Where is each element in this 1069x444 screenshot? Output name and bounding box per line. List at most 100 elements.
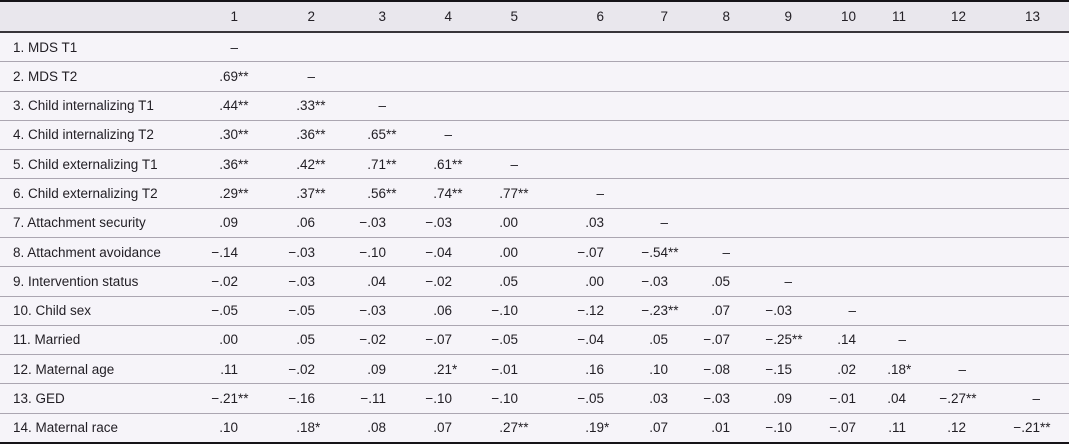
correlation-cell: [616, 119, 680, 150]
correlation-value: .56: [367, 186, 386, 202]
correlation-value: .09: [367, 361, 386, 377]
column-header: 13: [978, 1, 1069, 33]
correlation-value: –: [1032, 391, 1040, 407]
correlation-cell: [742, 207, 804, 238]
correlation-cell: .08: [327, 412, 398, 443]
correlation-cell: [868, 295, 918, 326]
correlation-cell: [804, 61, 868, 92]
table-row: 4. Child internalizing T2.30** .36** .65**…: [0, 119, 1069, 150]
correlation-value: −.05: [491, 332, 518, 348]
correlation-cell: [530, 149, 616, 179]
table-row: 7. Attachment security .09 .06 −.03 −.03 .00.…: [0, 207, 1069, 238]
row-label: 8. Attachment avoidance: [0, 236, 165, 267]
correlation-cell: −.02: [165, 266, 250, 297]
correlation-cell: –: [616, 207, 680, 238]
correlation-value: .44: [219, 98, 238, 114]
row-label: 13. GED: [0, 383, 165, 414]
correlation-value: .65: [367, 127, 386, 143]
correlation-cell: [918, 324, 978, 355]
correlation-value: −.16: [288, 391, 315, 407]
correlation-value: .21: [433, 361, 452, 377]
correlation-cell: .03: [530, 207, 616, 238]
correlation-cell: .44**: [165, 90, 250, 121]
correlation-cell: .03: [616, 383, 680, 414]
correlation-value: −.12: [577, 303, 604, 319]
correlation-cell: [978, 207, 1069, 238]
correlation-cell: [868, 90, 918, 121]
correlation-cell: [978, 324, 1069, 355]
correlation-value: −.04: [577, 332, 604, 348]
correlation-value: .04: [367, 273, 386, 289]
correlation-cell: [918, 207, 978, 238]
correlation-cell: –: [398, 119, 464, 150]
correlation-cell: [868, 119, 918, 150]
correlation-value: −.05: [288, 303, 315, 319]
correlation-cell: −.04: [530, 324, 616, 355]
correlation-value: .37: [296, 186, 315, 202]
correlation-cell: [680, 207, 742, 238]
correlation-cell: −.10: [327, 236, 398, 267]
correlation-cell: −.07: [530, 236, 616, 267]
correlation-cell: [804, 207, 868, 238]
correlation-value: −.01: [829, 391, 856, 407]
correlation-cell: .07: [398, 412, 464, 443]
correlation-cell: [398, 90, 464, 121]
correlation-cell: [680, 119, 742, 150]
correlation-value: –: [596, 186, 604, 202]
correlation-cell: [918, 32, 978, 62]
correlation-cell: [742, 178, 804, 209]
correlation-value: −.01: [491, 361, 518, 377]
correlation-value: .33: [296, 98, 315, 114]
correlation-cell: −.07: [804, 412, 868, 443]
correlation-cell: [464, 90, 530, 121]
correlation-cell: [464, 61, 530, 92]
header-row: 1 2 3 4 5 6 7 8 9 10 11 12 13: [0, 1, 1069, 33]
correlation-cell: [868, 61, 918, 92]
table-row: 9. Intervention status −.02 −.03 .04 −.02 .05…: [0, 266, 1069, 297]
correlation-cell: –: [250, 61, 327, 92]
correlation-value: −.03: [359, 215, 386, 231]
correlation-value: −.15: [765, 361, 792, 377]
correlation-cell: −.03: [327, 207, 398, 238]
correlation-cell: −.01: [804, 383, 868, 414]
row-label: 2. MDS T2: [0, 61, 165, 92]
correlation-value: −.21: [1013, 420, 1040, 436]
correlation-value: −.21: [211, 391, 238, 407]
correlation-cell: −.16: [250, 383, 327, 414]
correlation-cell: .36**: [165, 149, 250, 179]
correlation-value: .07: [433, 420, 452, 436]
correlation-cell: .18*: [250, 412, 327, 443]
correlation-cell: [327, 32, 398, 62]
row-label: 7. Attachment security: [0, 207, 165, 238]
correlation-cell: −.01: [464, 354, 530, 384]
table-row: 5. Child externalizing T1.36** .42** .71**…: [0, 149, 1069, 179]
correlation-cell: –: [742, 266, 804, 297]
row-label: 12. Maternal age: [0, 354, 165, 384]
correlation-cell: [918, 61, 978, 92]
correlation-cell: .00: [464, 207, 530, 238]
correlation-value: .05: [649, 332, 668, 348]
correlation-cell: [918, 90, 978, 121]
correlation-value: −.05: [577, 391, 604, 407]
correlation-value: .12: [947, 420, 966, 436]
correlation-value: –: [848, 303, 856, 319]
correlation-value: –: [898, 332, 906, 348]
correlation-value: .09: [219, 215, 238, 231]
correlation-value: −.02: [211, 273, 238, 289]
correlation-value: .06: [296, 215, 315, 231]
correlation-cell: .05: [464, 266, 530, 297]
correlation-cell: .06: [398, 295, 464, 326]
correlation-cell: [804, 32, 868, 62]
correlation-cell: [978, 90, 1069, 121]
correlation-cell: .16: [530, 354, 616, 384]
correlation-cell: [918, 119, 978, 150]
table-row: 10. Child sex −.05 −.05 −.03 .06 −.10 −.12 −.23…: [0, 295, 1069, 326]
correlation-cell: −.10: [464, 295, 530, 326]
correlation-cell: [804, 178, 868, 209]
correlation-cell: [742, 119, 804, 150]
correlation-cell: [398, 32, 464, 62]
correlation-cell: [804, 236, 868, 267]
correlation-cell: [530, 90, 616, 121]
row-label: 10. Child sex: [0, 295, 165, 326]
correlation-value: −.07: [577, 244, 604, 260]
